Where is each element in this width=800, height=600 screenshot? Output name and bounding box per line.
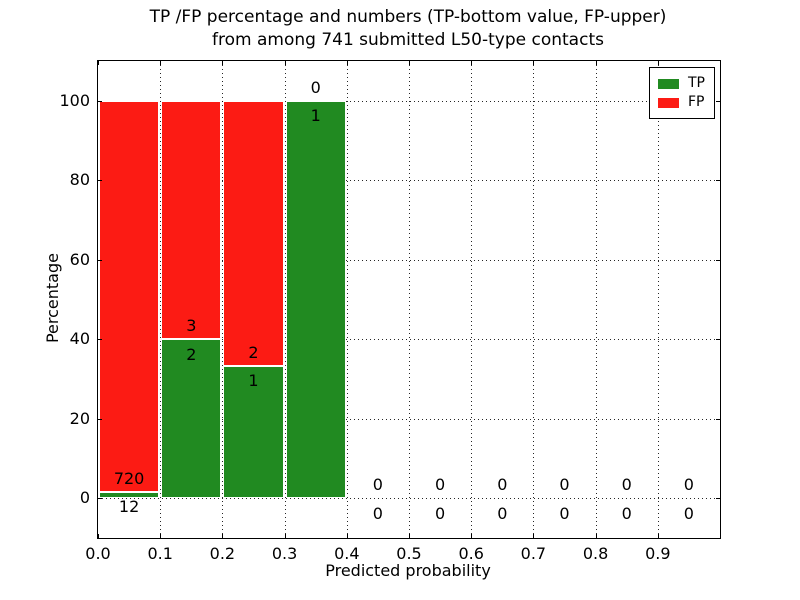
x-tick-top-0.5	[409, 61, 410, 65]
y-tick-right-100	[716, 100, 720, 102]
y-tick-left-80	[98, 180, 102, 182]
bar-fp-bin2	[223, 100, 284, 366]
bar-tp-bin1	[161, 339, 222, 499]
x-axis-label: Predicted probability	[325, 561, 491, 580]
legend-label-tp: TP	[688, 75, 705, 91]
chart-title-line2: from among 741 submitted L50-type contac…	[212, 30, 604, 50]
gridline-x-0.8	[595, 61, 597, 538]
x-tick-bottom-0.4	[346, 534, 348, 538]
x-tick-top-0.7	[533, 61, 535, 65]
tp-count-bin6: 0	[497, 503, 508, 523]
fp-count-bin2: 2	[248, 342, 259, 362]
legend-label-fp: FP	[688, 94, 705, 110]
x-tick-bottom-0.9	[657, 534, 659, 538]
y-tick-label-100: 100	[59, 90, 90, 110]
fp-count-bin7: 0	[559, 475, 570, 495]
y-tick-label-40: 40	[69, 329, 90, 349]
legend-item-tp: TP	[658, 74, 705, 93]
x-tick-label-0.9: 0.9	[645, 544, 671, 563]
x-tick-label-0.5: 0.5	[396, 544, 422, 563]
x-tick-top-0.9	[657, 61, 659, 65]
y-tick-label-0: 0	[79, 488, 90, 508]
tp-count-bin1: 2	[186, 344, 197, 364]
tp-count-bin3: 1	[310, 106, 321, 126]
bar-tp-bin2	[223, 365, 284, 499]
tp-count-bin4: 0	[372, 503, 383, 523]
x-tick-top-0.4	[346, 61, 348, 65]
x-tick-top-0.6	[471, 61, 473, 65]
gridline-x-0.7	[533, 61, 535, 538]
x-tick-label-0.0: 0.0	[85, 544, 111, 563]
tp-count-bin0: 12	[118, 497, 140, 517]
x-tick-label-0.3: 0.3	[271, 544, 298, 563]
bar-fp-bin1	[161, 100, 222, 340]
legend: TP FP	[649, 67, 715, 119]
fp-count-bin1: 3	[186, 316, 197, 336]
x-tick-top-0.2	[222, 61, 224, 65]
y-tick-label-60: 60	[69, 249, 90, 269]
x-tick-label-0.2: 0.2	[209, 544, 236, 563]
tp-count-bin5: 0	[435, 503, 446, 523]
x-tick-top-0.3	[284, 61, 286, 65]
legend-item-fp: FP	[658, 93, 705, 112]
x-tick-top-0.8	[595, 61, 597, 65]
chart-title-line1: TP /FP percentage and numbers (TP-bottom…	[149, 7, 667, 27]
x-tick-top-0.1	[160, 61, 162, 65]
tp-count-bin7: 0	[559, 503, 570, 523]
x-tick-bottom-0.5	[409, 534, 410, 538]
tp-swatch	[658, 78, 679, 89]
y-tick-right-40	[716, 339, 720, 341]
y-tick-label-20: 20	[69, 408, 90, 428]
chart-title: TP /FP percentage and numbers (TP-bottom…	[97, 6, 719, 52]
x-tick-label-0.8: 0.8	[582, 544, 609, 563]
gridline-x-0.9	[657, 61, 659, 538]
gridline-x-0.5	[409, 61, 410, 538]
fp-count-bin5: 0	[435, 475, 446, 495]
gridline-x-0.2	[222, 61, 224, 538]
fp-swatch	[658, 97, 679, 108]
fp-count-bin9: 0	[683, 475, 694, 495]
x-tick-label-0.7: 0.7	[520, 544, 547, 563]
y-tick-left-20	[98, 418, 102, 420]
y-axis-label: Percentage	[41, 60, 63, 537]
bar-tp-bin3	[285, 100, 346, 499]
y-tick-label-80: 80	[69, 170, 90, 190]
gridline-x-0.4	[346, 61, 348, 538]
x-tick-bottom-0.6	[471, 534, 473, 538]
x-tick-label-0.4: 0.4	[334, 544, 360, 563]
x-tick-bottom-0.8	[595, 534, 597, 538]
y-tick-right-20	[716, 418, 720, 420]
fp-count-bin3: 0	[310, 77, 321, 97]
y-tick-left-0	[98, 498, 102, 500]
x-tick-bottom-0.2	[222, 534, 224, 538]
x-tick-label-0.6: 0.6	[458, 544, 484, 563]
gridline-x-0.1	[160, 61, 162, 538]
y-tick-right-0	[716, 498, 720, 500]
y-tick-left-60	[98, 259, 102, 261]
x-tick-bottom-0.1	[160, 534, 162, 538]
x-tick-bottom-0.0	[98, 534, 99, 538]
x-tick-bottom-0.3	[284, 534, 286, 538]
plot-area: TP FP 720 12 3 2 2 1 0 1 0 0 0 0 0 0 0 0 0 0 0 0 0.0 0.1 0.2 0.…	[59, 60, 721, 563]
fp-count-bin4: 0	[372, 475, 383, 495]
x-tick-label-0.1: 0.1	[147, 544, 173, 563]
y-tick-right-60	[716, 259, 720, 261]
y-tick-right-80	[716, 180, 720, 182]
fp-count-bin0: 720	[113, 468, 145, 488]
fp-count-bin6: 0	[497, 475, 508, 495]
gridline-x-0.3	[284, 61, 286, 538]
x-tick-bottom-0.7	[533, 534, 535, 538]
x-tick-top-0.0	[98, 61, 99, 65]
bar-fp-bin0	[99, 100, 160, 492]
tp-count-bin9: 0	[683, 503, 694, 523]
gridline-x-0.6	[471, 61, 473, 538]
y-tick-left-40	[98, 339, 102, 341]
tp-count-bin2: 1	[248, 371, 259, 391]
fp-count-bin8: 0	[621, 475, 632, 495]
bar-tp-bin0	[99, 491, 160, 499]
y-tick-left-100	[98, 100, 102, 102]
tp-count-bin8: 0	[621, 503, 632, 523]
